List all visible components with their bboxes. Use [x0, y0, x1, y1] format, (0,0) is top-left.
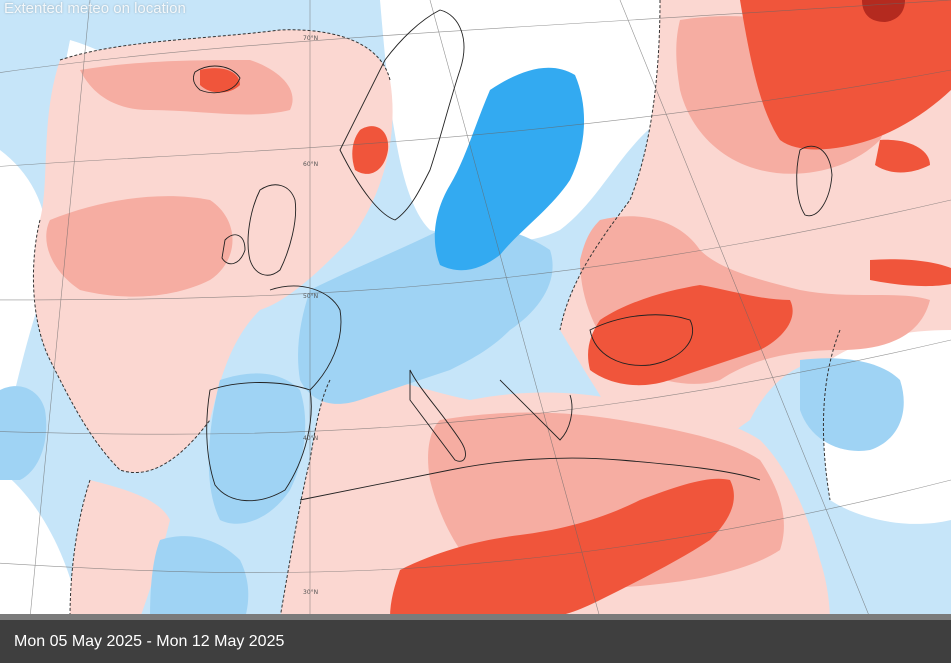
lat-label-40: 40°N	[303, 435, 318, 442]
location-link[interactable]: on location	[113, 0, 186, 17]
date-range-bar: Mon 05 May 2025 - Mon 12 May 2025	[0, 620, 951, 663]
date-range-label: Mon 05 May 2025 - Mon 12 May 2025	[14, 633, 284, 651]
lat-label-50: 50°N	[303, 293, 318, 300]
watermark-text: Extented meteo	[4, 0, 109, 17]
lat-label-70: 70°N	[303, 35, 318, 42]
lat-label-60: 60°N	[303, 161, 318, 168]
map-watermark: Extented meteo on location	[4, 0, 186, 17]
temperature-anomaly-map: 70°N 60°N 50°N 40°N 30°N	[0, 0, 951, 618]
lat-label-30: 30°N	[303, 589, 318, 596]
